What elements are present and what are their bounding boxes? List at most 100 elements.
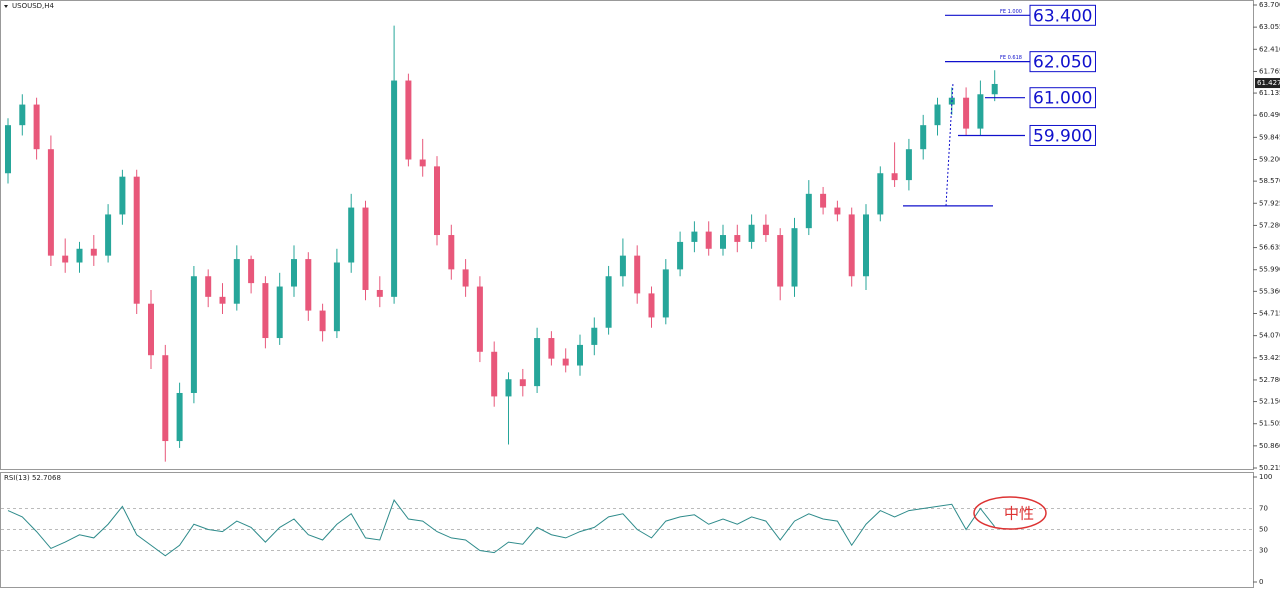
candle-body [291, 259, 297, 287]
last-price-label: 61.427 [1257, 79, 1280, 87]
fib-label: FE 0.618 [1000, 55, 1022, 61]
chart-title: USOUSD,H4 [12, 2, 55, 10]
y-tick-label: 52.150 [1259, 398, 1280, 406]
candle-body [19, 104, 26, 126]
candle-body [76, 248, 83, 263]
candle-body [762, 224, 769, 236]
y-tick-label: 58.570 [1259, 177, 1280, 185]
y-tick-label: 50.860 [1259, 442, 1280, 450]
annotation: 中性 [1004, 505, 1034, 523]
candle-body [176, 392, 183, 442]
y-tick-label: 62.410 [1259, 45, 1280, 53]
candle-body [834, 207, 841, 215]
y-tick-label: 70 [1259, 505, 1268, 513]
y-tick-label: 50 [1259, 526, 1268, 534]
candle-body [548, 338, 555, 359]
candle-body [90, 248, 97, 256]
candle-body [820, 193, 827, 208]
y-tick-label: 56.635 [1259, 244, 1280, 252]
candle-body [491, 351, 498, 397]
annotation-circle [973, 496, 1047, 530]
candle-body [963, 97, 970, 129]
candle-body [448, 235, 455, 270]
candle-body [534, 338, 541, 387]
candle-body [376, 289, 383, 297]
level-box [1029, 124, 1096, 146]
y-tick-label: 57.925 [1259, 199, 1280, 207]
candle-body [348, 207, 355, 263]
y-tick-label: 63.700 [1259, 1, 1280, 9]
level-label: 61.000 [1033, 89, 1092, 109]
candle-body [991, 83, 998, 95]
candle-body [305, 259, 312, 311]
y-tick-label: 53.425 [1259, 354, 1280, 362]
candle-body [734, 235, 741, 242]
candle-body [720, 235, 726, 249]
candle-body [391, 80, 398, 297]
candle-body [219, 296, 226, 304]
y-tick-label: 54.070 [1259, 332, 1280, 340]
price-panel [0, 0, 1254, 470]
candle-body [476, 286, 483, 352]
candle-body [319, 310, 326, 332]
candle-body [519, 379, 526, 387]
candle-body [162, 355, 169, 442]
candle-body [748, 224, 755, 242]
candle-body [119, 176, 126, 215]
y-tick-label: 50.215 [1259, 464, 1280, 472]
candle-body [805, 193, 812, 229]
level-label: 63.400 [1033, 6, 1092, 26]
candle-body [705, 231, 712, 249]
candle-body [677, 241, 684, 270]
y-tick-label: 60.490 [1259, 111, 1280, 119]
candle-body [905, 149, 912, 181]
candle-body [105, 214, 112, 256]
candle-body [262, 283, 269, 339]
y-tick-label: 100 [1259, 473, 1272, 481]
y-tick-label: 63.055 [1259, 23, 1280, 31]
candle-body [977, 94, 984, 129]
candle-body [276, 286, 283, 339]
fib-label: FE 1.000 [1000, 9, 1022, 15]
y-tick-label: 54.715 [1259, 309, 1280, 317]
candle-body [591, 327, 598, 345]
level-box [1029, 51, 1096, 73]
candle-body [5, 125, 11, 174]
candle-body [233, 259, 240, 304]
candle-body [691, 231, 698, 242]
y-tick-label: 57.280 [1259, 221, 1280, 229]
candle-body [148, 303, 154, 356]
candle-body [605, 276, 612, 328]
candle-body [205, 276, 212, 297]
candle-body [133, 176, 140, 304]
candle-body [577, 344, 583, 366]
y-tick-label: 59.845 [1259, 133, 1280, 141]
candle-body [863, 214, 869, 277]
candle-body [248, 259, 255, 284]
candle-body [777, 235, 784, 287]
candle-body [405, 80, 412, 160]
candle-body [848, 214, 855, 277]
candle-body [62, 255, 69, 263]
candle-body [877, 173, 884, 215]
menu-arrow [4, 5, 8, 8]
level-label: 59.900 [1033, 126, 1092, 146]
candle-body [434, 166, 440, 236]
level-label: 62.050 [1033, 53, 1092, 73]
candle-body [333, 262, 340, 332]
level-box [1029, 87, 1096, 109]
y-tick-label: 51.505 [1259, 420, 1280, 428]
candle-body [791, 228, 798, 287]
candle-body [891, 173, 898, 181]
y-tick-label: 61.135 [1259, 89, 1280, 97]
y-tick-label: 55.990 [1259, 266, 1280, 274]
candle-body [619, 255, 626, 277]
rsi-line [7, 499, 996, 557]
candle-body [33, 104, 40, 150]
candle-body [934, 104, 941, 126]
candle-body [47, 149, 54, 256]
y-tick-label: 61.765 [1259, 67, 1280, 75]
candle-body [662, 269, 669, 318]
level-box [1029, 4, 1096, 26]
